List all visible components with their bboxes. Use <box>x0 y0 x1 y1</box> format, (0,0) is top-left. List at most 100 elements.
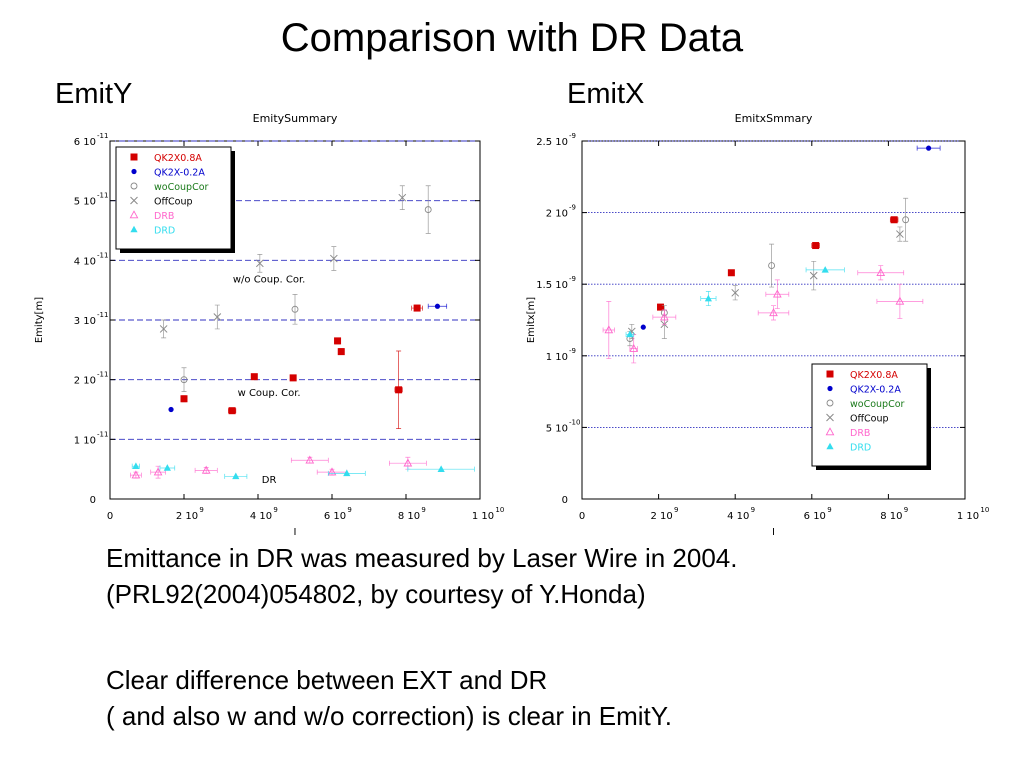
emity-data-point-offcoup <box>329 254 338 263</box>
emity-legend-label-offcoup: OffCoup <box>154 197 193 208</box>
emity-error-bar-y <box>292 293 298 325</box>
emity-legend-label-wocoupcor: woCoupCor <box>154 182 209 193</box>
emitx-data-point-qk2x0-8a <box>890 216 898 224</box>
emitx-error-bar-x <box>602 327 615 333</box>
emity-annotation-w-o-coup-cor: w/o Coup. Cor. <box>233 274 305 285</box>
emitx-legend-label-drb: DRB <box>850 428 870 439</box>
emitx-chart-title: EmitxSmmary <box>735 112 813 125</box>
emitx-y-tick-label: 2 10 <box>546 209 568 220</box>
emity-data-point-qk2x0-8a <box>337 348 345 356</box>
emity-y-tick-exponent: -11 <box>97 430 108 438</box>
emity-data-point-qk2x0-8a <box>180 395 188 403</box>
emity-y-tick-exponent: -11 <box>97 192 108 200</box>
emitx-legend-label-offcoup: OffCoup <box>850 414 889 425</box>
emitx-data-point-offcoup <box>809 271 818 280</box>
emity-data-point-drd <box>232 472 240 480</box>
emity-data-point-drb <box>305 455 315 464</box>
emity-data-point-qk2x-0-2a <box>434 303 441 309</box>
emitx-y-tick-exponent: -9 <box>569 132 576 140</box>
emity-data-point-drd <box>343 469 351 477</box>
emitx-x-tick-label: 8 10 <box>880 511 902 522</box>
emity-x-tick-label: 6 10 <box>324 511 346 522</box>
emitx-x-tick-exponent: 9 <box>751 506 755 514</box>
emity-chart-title: EmitySummary <box>253 112 338 125</box>
emitx-data-point-qk2x-0-2a <box>640 324 646 330</box>
emitx-legend-marker-wocoupcor <box>826 399 834 407</box>
conclusion-note: Clear difference between EXT and DR ( an… <box>106 662 986 734</box>
emity-x-tick-label: 4 10 <box>250 511 272 522</box>
emitx-error-bar-x <box>857 270 905 276</box>
emity-legend-marker-drb <box>129 210 139 219</box>
emitx-legend-label-qk2x0-8a: QK2X0.8A <box>850 370 898 381</box>
emitx-data-point-offcoup <box>896 230 904 238</box>
emitx-error-bar-y <box>903 197 909 242</box>
emitx-series-qk2x0-8a <box>657 216 899 311</box>
emity-data-point-drb <box>131 470 141 479</box>
emity-y-tick-label: 3 10 <box>74 316 96 327</box>
emitx-x-tick-label: 4 10 <box>727 511 749 522</box>
emitx-x-tick-exponent: 9 <box>827 506 831 514</box>
emitx-error-bar-x <box>652 314 677 320</box>
conclusion-note-line-1: Clear difference between EXT and DR <box>106 665 548 695</box>
emitx-x-tick-exponent: 10 <box>980 506 989 514</box>
emity-data-point-qk2x0-8a <box>334 337 342 345</box>
measurement-note-line-2: (PRL92(2004)054802, by courtesy of Y.Hon… <box>106 579 646 609</box>
emitx-legend-marker-qk2x0-8a <box>826 370 834 378</box>
emitx-legend-label-wocoupcor: woCoupCor <box>850 399 905 410</box>
emity-legend-marker-drd <box>130 225 138 233</box>
emity-error-bar-x <box>290 457 329 463</box>
emitx-data-point-qk2x0-8a <box>657 303 665 311</box>
emity-error-bar-x <box>389 460 427 466</box>
emity-x-axis-label: I <box>294 527 297 538</box>
emitx-series-offcoup <box>627 226 904 339</box>
emity-legend-label-drb: DRB <box>154 211 174 222</box>
emity-series-qk2x0-8a <box>180 304 423 429</box>
emitx-plot-frame <box>581 140 966 500</box>
emity-x-tick-exponent: 9 <box>421 506 425 514</box>
emity-x-tick-label: 8 10 <box>398 511 420 522</box>
emity-y-tick-label: 2 10 <box>74 376 96 387</box>
emity-x-tick-exponent: 9 <box>199 506 203 514</box>
emity-legend-marker-qk2x-0-2a <box>131 168 137 175</box>
emitx-data-point-wocoupcor <box>902 216 910 224</box>
emity-data-point-wocoupcor <box>424 206 432 214</box>
emity-x-tick-exponent: 10 <box>495 506 504 514</box>
emity-legend-marker-offcoup <box>130 196 138 205</box>
emity-error-bar-x <box>130 472 142 478</box>
emity-legend-marker-qk2x0-8a <box>130 153 138 161</box>
emitx-legend: QK2X0.8A QK2X-0.2A woCoupCor OffCoup DRB DRD <box>811 363 931 470</box>
emity-y-tick-label: 0 <box>90 495 96 506</box>
emity-y-tick-exponent: -11 <box>97 371 108 379</box>
emity-data-point-drb <box>403 458 413 467</box>
conclusion-note-line-2: ( and also w and w/o correction) is clea… <box>106 701 672 731</box>
emity-series-wocoupcor <box>180 185 432 392</box>
emity-annotation-dr: DR <box>262 475 277 486</box>
emitx-data-point-drd <box>821 266 829 273</box>
emity-error-bar-x <box>194 467 218 473</box>
emitx-data-point-drd <box>704 294 712 302</box>
emity-annotation-w-coup-cor: w Coup. Cor. <box>238 388 301 399</box>
emity-y-tick-label: 6 10 <box>74 137 96 148</box>
emity-y-tick-exponent: -11 <box>97 251 108 259</box>
emity-legend-label-qk2x-0-2a: QK2X-0.2A <box>154 168 205 179</box>
emity-data-point-offcoup <box>398 193 407 202</box>
emity-series-offcoup <box>159 185 407 339</box>
emity-x-tick-label: 0 <box>107 511 113 522</box>
emitx-panel-label: EmitX <box>567 78 645 110</box>
emitx-series-drd <box>625 266 845 338</box>
emitx-data-point-qk2x0-8a <box>727 269 735 277</box>
emity-x-tick-label: 1 10 <box>472 511 494 522</box>
emity-y-tick-label: 1 10 <box>74 435 96 446</box>
emitx-y-tick-exponent: -10 <box>569 418 580 426</box>
emity-series-drb <box>130 455 427 479</box>
emity-data-point-qk2x-0-2a <box>168 406 174 413</box>
emitx-y-axis-label: Emitx[m] <box>526 297 537 343</box>
emity-data-point-drd <box>163 464 171 471</box>
emitx-data-point-drb <box>772 289 782 298</box>
emitx-x-axis-label: I <box>772 527 775 538</box>
emitx-error-bar-y <box>769 243 775 288</box>
emitx-x-tick-label: 1 10 <box>957 511 979 522</box>
emitx-x-tick-exponent: 9 <box>674 506 678 514</box>
emitx-legend-marker-drb <box>825 427 835 436</box>
measurement-note-line-1: Emittance in DR was measured by Laser Wi… <box>106 543 738 573</box>
